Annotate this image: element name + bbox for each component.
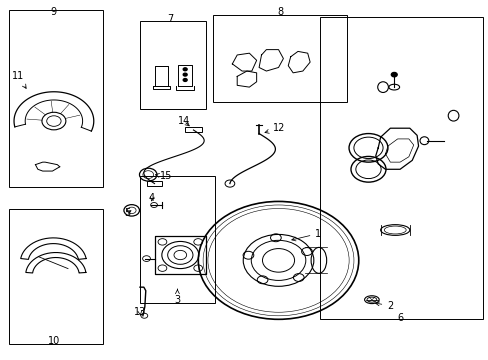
Text: 6: 6 xyxy=(396,312,402,323)
Bar xyxy=(140,21,205,109)
Bar xyxy=(147,181,162,186)
Bar xyxy=(140,176,215,303)
Text: 1: 1 xyxy=(291,229,321,241)
Text: 13: 13 xyxy=(134,307,146,317)
Text: 7: 7 xyxy=(167,14,173,24)
Circle shape xyxy=(183,68,187,71)
Bar xyxy=(155,236,205,274)
Bar xyxy=(184,127,202,132)
Bar xyxy=(9,208,103,344)
Text: 9: 9 xyxy=(51,7,57,17)
Text: 4: 4 xyxy=(149,193,155,203)
Text: 12: 12 xyxy=(264,123,285,133)
Text: 14: 14 xyxy=(177,116,189,126)
Text: 15: 15 xyxy=(155,171,172,181)
Text: 10: 10 xyxy=(48,337,60,346)
Text: 5: 5 xyxy=(123,208,131,218)
Text: 8: 8 xyxy=(276,7,283,17)
Circle shape xyxy=(183,78,187,81)
Text: 11: 11 xyxy=(12,71,26,88)
Circle shape xyxy=(390,72,396,77)
Bar xyxy=(9,10,103,187)
Text: 3: 3 xyxy=(174,289,180,305)
Bar xyxy=(212,15,346,102)
Bar xyxy=(319,18,482,319)
Text: 2: 2 xyxy=(375,301,393,311)
Circle shape xyxy=(183,73,187,76)
